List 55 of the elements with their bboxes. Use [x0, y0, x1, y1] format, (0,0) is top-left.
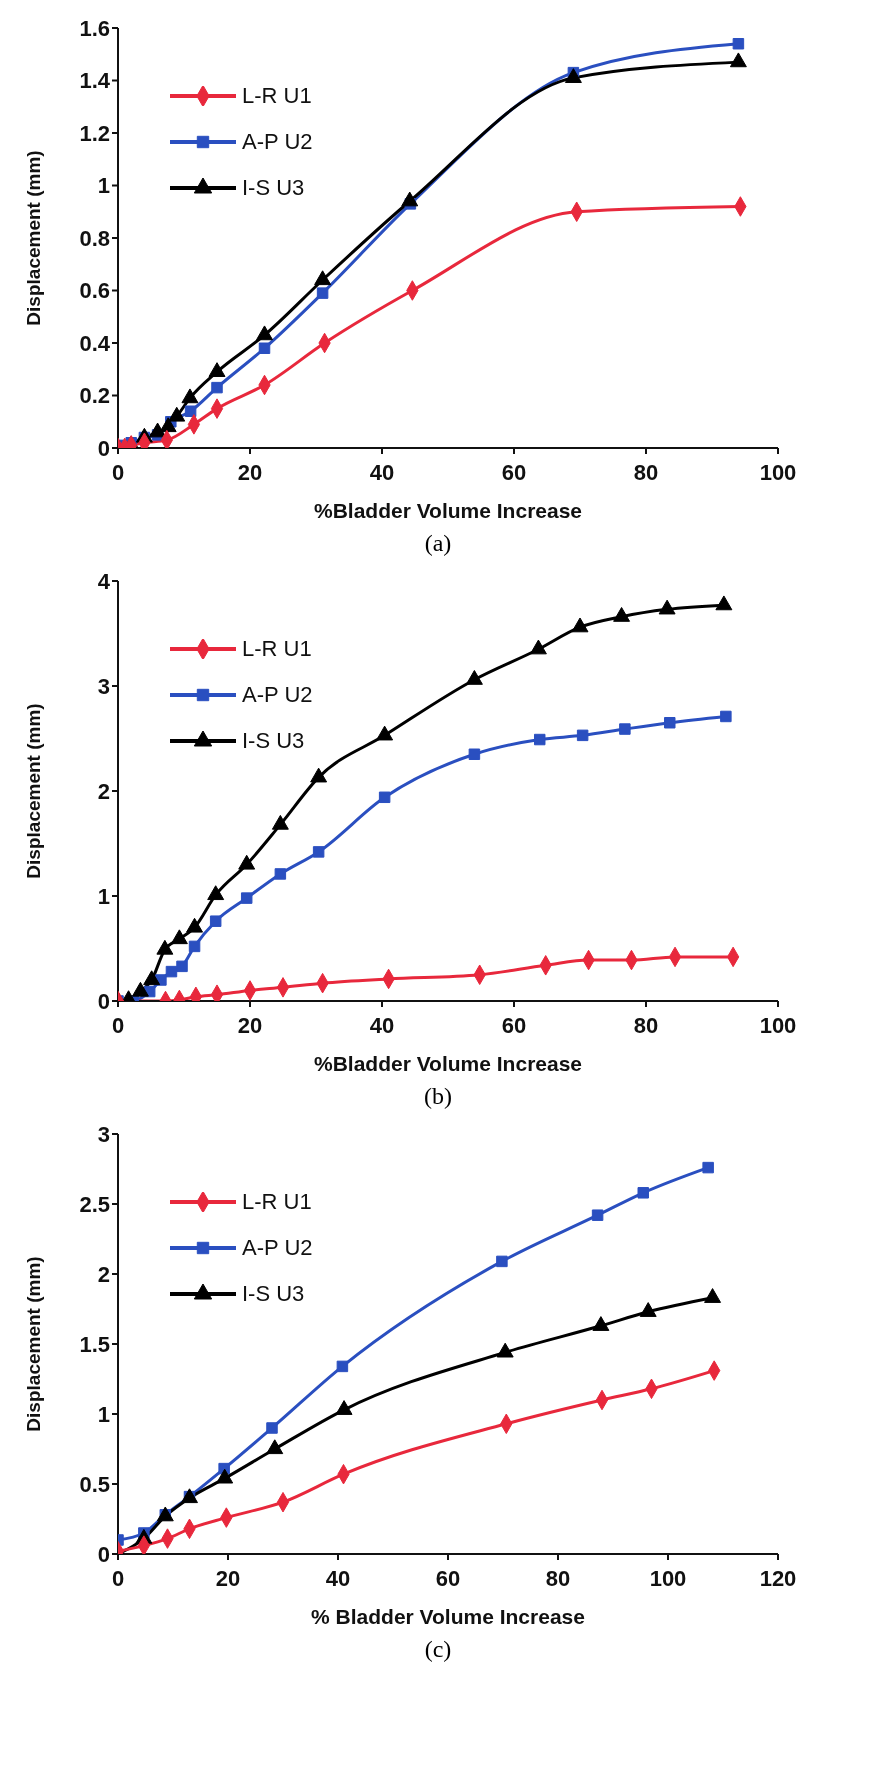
x-tick-label: 60 — [501, 1012, 527, 1038]
text: (b) — [423, 1083, 453, 1110]
y-tick-label: 0 — [97, 988, 110, 1014]
y-tick-label: 4 — [97, 568, 111, 594]
legend-label: I-S U3 — [242, 1281, 305, 1307]
y-tick-label: 1 — [97, 173, 110, 199]
x-axis-title: % Bladder Volume Increase — [311, 1605, 585, 1628]
legend-label: A-P U2 — [242, 129, 313, 155]
x-tick-label: 100 — [759, 1012, 797, 1038]
x-axis-title: %Bladder Volume Increase — [313, 1052, 583, 1075]
x-tick-label: 100 — [759, 459, 797, 485]
y-tick-label: 0.4 — [79, 330, 111, 356]
x-tick-label: 80 — [633, 1012, 659, 1038]
y-tick-label: 1 — [97, 883, 110, 909]
x-tick-label: 120 — [759, 1565, 797, 1591]
y-tick-label: 0.2 — [79, 383, 110, 409]
text: (a) — [423, 530, 453, 557]
y-tick-label: 1.4 — [79, 68, 111, 94]
legend-label: I-S U3 — [242, 728, 305, 754]
x-tick-label: 20 — [215, 1565, 241, 1591]
x-tick-label: 40 — [325, 1565, 351, 1591]
legend-label: L-R U1 — [242, 1189, 312, 1215]
y-tick-label: 0.5 — [79, 1471, 110, 1497]
y-axis-title: Displacement (mm) — [22, 703, 44, 879]
y-tick-label: 0 — [97, 1541, 110, 1567]
x-tick-label: 60 — [435, 1565, 461, 1591]
y-tick-label: 1.5 — [79, 1331, 110, 1357]
x-tick-label: 20 — [237, 459, 263, 485]
y-tick-label: 2 — [97, 1261, 110, 1287]
x-tick-label: 60 — [501, 459, 527, 485]
y-axis-title: Displacement (mm) — [22, 150, 44, 326]
x-tick-label: 100 — [649, 1565, 687, 1591]
y-tick-label: 2.5 — [79, 1191, 110, 1217]
y-tick-label: 0.8 — [79, 225, 110, 251]
legend-label: I-S U3 — [242, 175, 305, 201]
y-tick-label: 0.6 — [79, 278, 110, 304]
legend-label: L-R U1 — [242, 636, 312, 662]
y-tick-label: 3 — [97, 673, 110, 699]
x-axis-title: %Bladder Volume Increase — [313, 499, 583, 522]
y-tick-label: 1 — [97, 1401, 110, 1427]
y-tick-label: 3 — [97, 1121, 110, 1147]
x-tick-label: 40 — [369, 1012, 395, 1038]
text: (c) — [423, 1636, 453, 1663]
y-axis-title: Displacement (mm) — [22, 1256, 44, 1432]
x-tick-label: 80 — [633, 459, 659, 485]
y-tick-label: 1.6 — [79, 15, 110, 41]
x-tick-label: 40 — [369, 459, 395, 485]
x-tick-label: 20 — [237, 1012, 263, 1038]
y-tick-label: 0 — [97, 435, 110, 461]
y-tick-label: 2 — [97, 778, 110, 804]
y-tick-label: 1.2 — [79, 120, 110, 146]
legend-label: A-P U2 — [242, 1235, 313, 1261]
legend-label: A-P U2 — [242, 682, 313, 708]
legend-label: L-R U1 — [242, 83, 312, 109]
x-tick-label: 80 — [545, 1565, 571, 1591]
